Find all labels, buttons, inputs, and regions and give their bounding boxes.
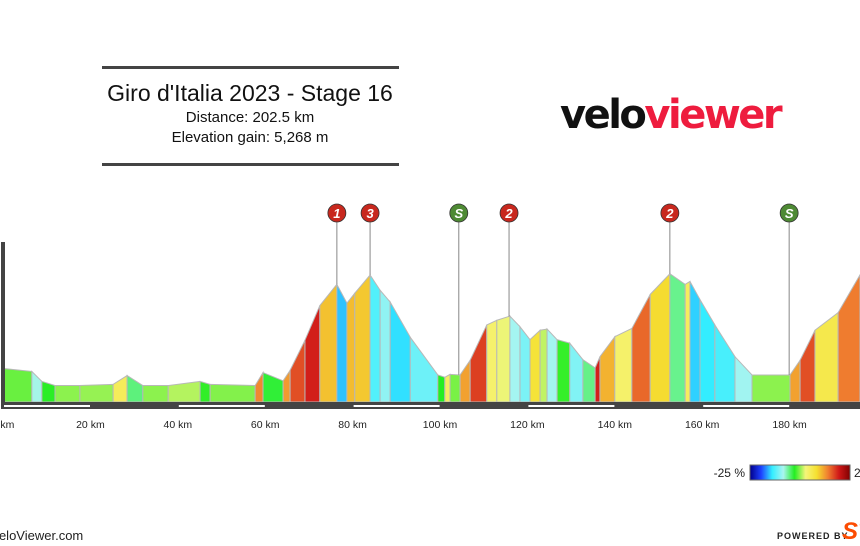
profile-segment <box>496 315 511 403</box>
profile-segment <box>459 358 471 403</box>
profile-segment <box>594 356 601 403</box>
profile-segment <box>599 335 616 403</box>
powered-by-text: POWERED BY <box>777 531 849 541</box>
profile-segment <box>112 374 128 403</box>
climb-marker-label: 2 <box>665 206 674 221</box>
legend-min-label: -25 % <box>714 466 746 480</box>
profile-segment <box>486 319 498 403</box>
title-top-rule <box>102 66 399 69</box>
veloviewer-logo: veloviewer <box>560 92 783 138</box>
x-tick-label: 180 km <box>772 419 807 431</box>
climb-marker-badge <box>360 203 380 223</box>
profile-segment <box>437 374 446 403</box>
y-axis-line <box>1 242 5 404</box>
profile-segment <box>689 281 701 403</box>
climb-marker-badge <box>660 203 680 223</box>
profile-segment <box>669 272 686 403</box>
distance-scale-segment <box>353 405 440 407</box>
profile-segment <box>254 370 264 403</box>
profile-segment <box>142 385 169 403</box>
profile-segment <box>126 374 144 403</box>
profile-segment <box>369 273 381 403</box>
gradient-legend-bar <box>749 464 851 481</box>
climb-marker-badge <box>327 203 347 223</box>
profile-segment <box>41 380 56 403</box>
profile-segment <box>319 282 338 403</box>
profile-segment <box>529 329 541 403</box>
profile-segment <box>2 367 33 403</box>
distance-scale-segment <box>4 405 90 407</box>
logo-viewer: viewer <box>644 92 782 138</box>
profile-segment <box>31 370 43 403</box>
climb-marker-label: 2 <box>504 206 513 221</box>
x-tick-label: 140 km <box>598 419 633 431</box>
climb-marker-label: S <box>785 206 794 221</box>
profile-segment <box>631 294 651 403</box>
page-title: Giro d'Italia 2023 - Stage 16 <box>107 80 393 106</box>
profile-segment <box>209 383 256 403</box>
profile-segment <box>354 273 371 403</box>
profile-segment <box>546 327 558 403</box>
profile-segment <box>799 330 816 403</box>
profile-segment <box>751 374 791 403</box>
climb-marker-label: 1 <box>333 206 340 221</box>
profile-segment <box>699 297 716 403</box>
climb-marker-label: S <box>454 206 463 221</box>
profile-segment <box>54 385 81 403</box>
x-tick-label: 100 km <box>423 419 458 431</box>
x-tick-label: 40 km <box>164 419 193 431</box>
x-tick-label: 160 km <box>685 419 720 431</box>
profile-segment <box>449 373 461 403</box>
profile-segment <box>389 300 411 403</box>
x-tick-label: 0 km <box>0 419 15 431</box>
distance-scale-segment <box>528 405 615 407</box>
profile-segment <box>582 358 596 403</box>
profile-segment <box>684 280 691 403</box>
profile-segment <box>262 371 284 403</box>
climb-marker-badge <box>449 203 469 223</box>
profile-segment <box>199 380 211 403</box>
profile-segment <box>837 273 860 403</box>
profile-segment <box>444 373 451 403</box>
profile-segment <box>379 288 391 403</box>
profile-segment <box>569 341 584 403</box>
legend-max-label: 25 % <box>854 466 860 480</box>
profile-segment <box>409 335 439 403</box>
profile-segment <box>714 323 736 403</box>
profile-segment <box>519 325 531 403</box>
profile-segment <box>304 305 321 403</box>
x-tick-label: 20 km <box>76 419 105 431</box>
profile-segment <box>336 284 348 403</box>
profile-segment <box>556 338 571 403</box>
profile-segment <box>282 368 291 403</box>
profile-segment <box>289 340 306 403</box>
profile-segment <box>614 327 633 403</box>
profile-segment <box>789 358 801 403</box>
x-tick-label: 120 km <box>510 419 545 431</box>
profile-segment <box>469 324 488 403</box>
profile-segment <box>734 355 753 403</box>
climb-marker-badge <box>779 203 799 223</box>
site-credit: VeloViewer.com <box>0 528 84 543</box>
profile-segment <box>539 328 548 403</box>
x-tick-label: 80 km <box>338 419 367 431</box>
title-bottom-rule <box>102 163 399 166</box>
x-tick-label: 60 km <box>251 419 280 431</box>
profile-segment <box>79 383 114 403</box>
profile-segment <box>814 311 839 403</box>
profile-segment <box>167 380 201 403</box>
distance-text: Distance: 202.5 km <box>185 109 315 126</box>
distance-scale-segment <box>703 405 790 407</box>
logo-velo: velo <box>560 92 647 138</box>
climb-marker-label: 3 <box>366 206 374 221</box>
profile-segment <box>509 314 521 403</box>
strava-logo: STRAVA <box>842 518 860 545</box>
distance-scale-segment <box>178 405 265 407</box>
elevation-gain-text: Elevation gain: 5,268 m <box>171 129 329 146</box>
profile-segment <box>346 291 356 403</box>
climb-marker-badge <box>499 203 519 223</box>
profile-segment <box>649 272 671 403</box>
